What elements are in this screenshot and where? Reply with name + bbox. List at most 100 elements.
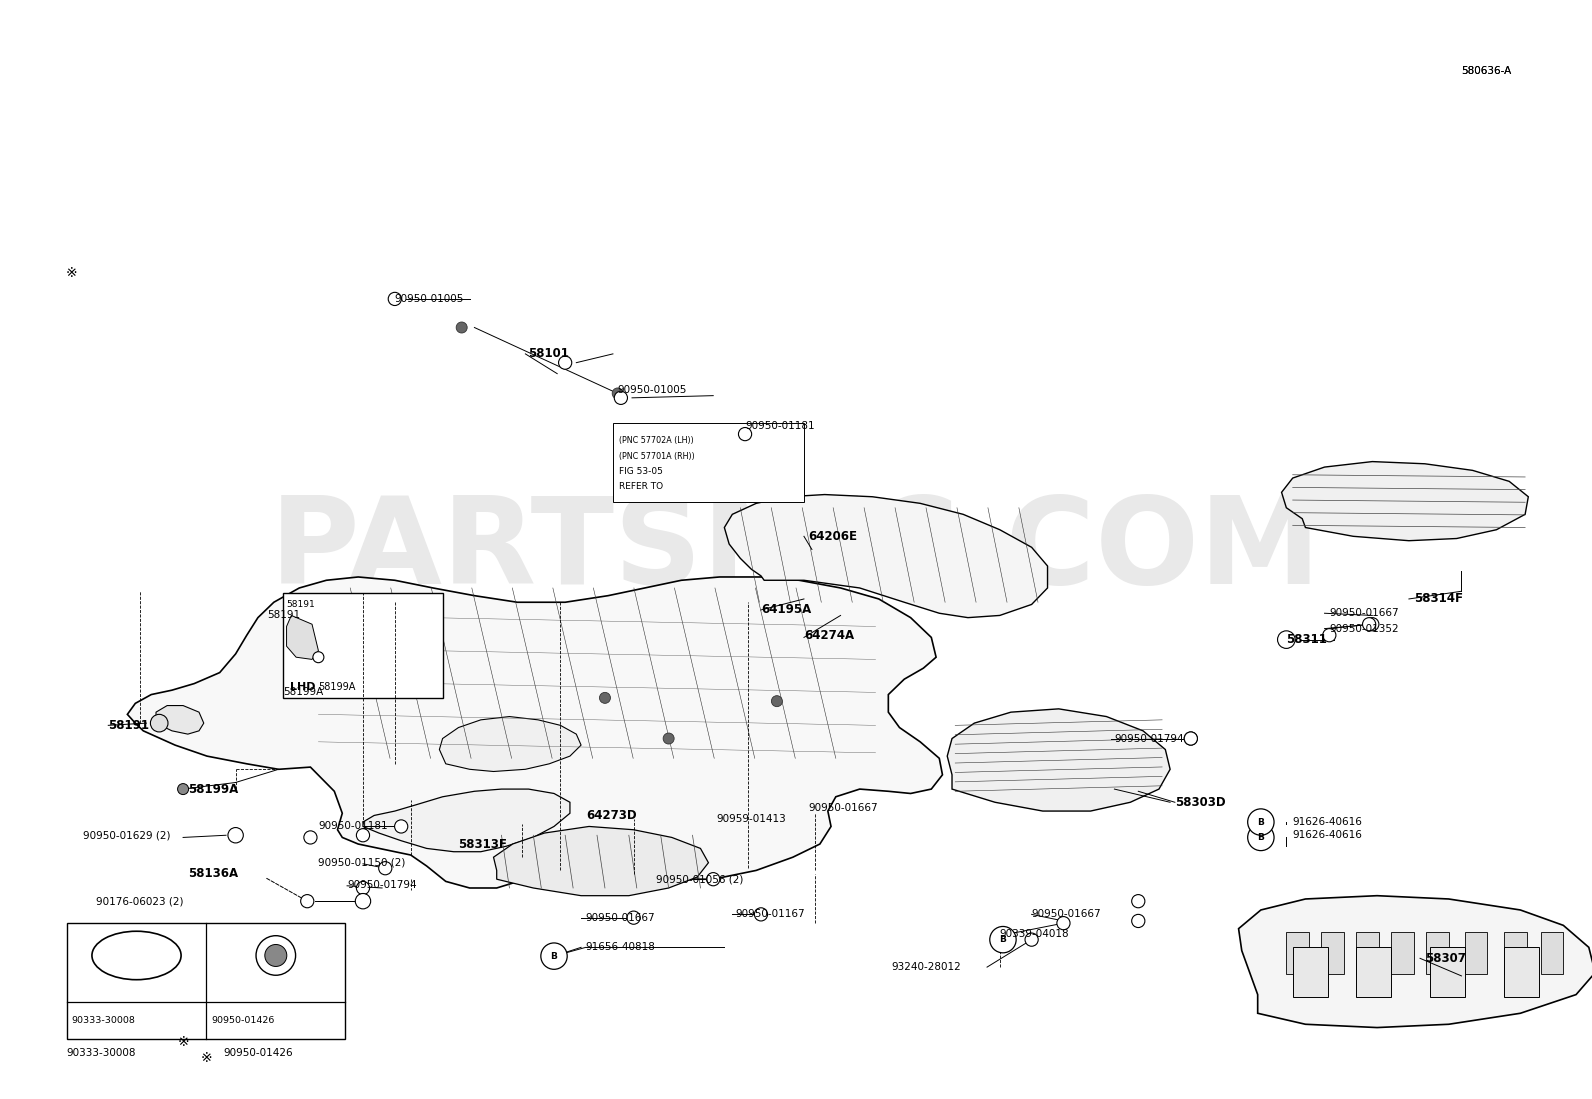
Circle shape — [256, 935, 296, 975]
Circle shape — [739, 428, 751, 441]
Text: 90950-01667: 90950-01667 — [809, 802, 879, 813]
Text: 58313F: 58313F — [458, 837, 508, 851]
Ellipse shape — [92, 931, 181, 979]
Circle shape — [1132, 895, 1145, 908]
Text: 90950-01794: 90950-01794 — [1114, 733, 1184, 744]
Bar — [1504, 932, 1527, 974]
Text: (PNC 57702A (LH)): (PNC 57702A (LH)) — [619, 436, 694, 445]
Circle shape — [1184, 732, 1197, 745]
Text: ※: ※ — [65, 266, 78, 279]
Text: 58311: 58311 — [1286, 633, 1328, 646]
Text: 58191: 58191 — [287, 600, 315, 609]
Bar — [283, 593, 443, 698]
Text: 90950-01667: 90950-01667 — [1329, 608, 1399, 619]
Text: 580636-A: 580636-A — [1461, 66, 1512, 77]
Text: 58191: 58191 — [108, 719, 150, 732]
Text: 90950-01352: 90950-01352 — [1329, 623, 1399, 634]
Polygon shape — [439, 717, 581, 771]
Text: 64206E: 64206E — [809, 530, 858, 543]
Polygon shape — [1239, 896, 1592, 1028]
Bar — [1465, 932, 1487, 974]
Text: 90950-01667: 90950-01667 — [586, 912, 656, 923]
Bar — [1391, 932, 1414, 974]
Circle shape — [355, 893, 371, 909]
Circle shape — [990, 926, 1016, 953]
Bar — [1286, 932, 1309, 974]
Text: 91626-40616: 91626-40616 — [1293, 817, 1363, 828]
Polygon shape — [724, 495, 1048, 618]
Polygon shape — [494, 826, 708, 896]
Circle shape — [664, 733, 673, 744]
Text: 58191: 58191 — [267, 610, 301, 621]
Text: 90950-01629 (2): 90950-01629 (2) — [83, 830, 170, 841]
Polygon shape — [947, 709, 1170, 811]
Circle shape — [1025, 933, 1038, 946]
Text: 90950-01181: 90950-01181 — [318, 821, 388, 832]
Text: 64273D: 64273D — [586, 809, 637, 822]
Circle shape — [1248, 809, 1274, 835]
Circle shape — [627, 911, 640, 924]
Text: 93240-28012: 93240-28012 — [892, 962, 962, 973]
Circle shape — [1184, 732, 1197, 745]
Bar — [613, 423, 804, 502]
Text: ※: ※ — [201, 1052, 212, 1065]
Text: 58199A: 58199A — [318, 681, 355, 692]
Text: 90950-01426: 90950-01426 — [223, 1047, 293, 1058]
Text: 90950-01794: 90950-01794 — [347, 879, 417, 890]
Bar — [1356, 947, 1391, 997]
Text: 90959-01413: 90959-01413 — [716, 813, 786, 824]
Text: 90176-06023 (2): 90176-06023 (2) — [96, 896, 183, 907]
Bar — [1541, 932, 1563, 974]
Text: 58303D: 58303D — [1175, 796, 1226, 809]
Text: 58101: 58101 — [529, 347, 570, 360]
Circle shape — [772, 696, 782, 707]
Bar — [1430, 947, 1465, 997]
Circle shape — [1366, 618, 1379, 631]
Bar — [1504, 947, 1539, 997]
Text: 90950-01005: 90950-01005 — [618, 385, 688, 396]
Circle shape — [548, 950, 560, 963]
Text: PARTSMIC.COM: PARTSMIC.COM — [271, 491, 1321, 609]
Bar — [1426, 932, 1449, 974]
Circle shape — [1363, 618, 1375, 631]
Circle shape — [357, 829, 369, 842]
Circle shape — [395, 820, 408, 833]
Bar — [1293, 947, 1328, 997]
Circle shape — [264, 944, 287, 966]
Text: 64274A: 64274A — [804, 629, 853, 642]
Circle shape — [228, 828, 244, 843]
Text: 90950-01056 (2): 90950-01056 (2) — [656, 874, 743, 885]
Circle shape — [379, 862, 392, 875]
Text: 58314F: 58314F — [1414, 592, 1463, 606]
Text: B: B — [1258, 818, 1264, 826]
Circle shape — [178, 784, 188, 795]
Text: 58199A: 58199A — [283, 687, 323, 698]
Text: B: B — [1258, 833, 1264, 842]
Circle shape — [1248, 824, 1274, 851]
Text: 90950-01167: 90950-01167 — [736, 909, 806, 920]
Circle shape — [755, 908, 767, 921]
Circle shape — [1132, 914, 1145, 928]
Text: LHD: LHD — [290, 681, 315, 692]
Circle shape — [1277, 631, 1296, 648]
Text: 58136A: 58136A — [188, 867, 237, 880]
Text: 90333-30008: 90333-30008 — [67, 1047, 137, 1058]
Circle shape — [304, 831, 317, 844]
Text: 58307: 58307 — [1425, 952, 1466, 965]
Circle shape — [1323, 629, 1336, 642]
Polygon shape — [127, 577, 942, 888]
Bar — [1356, 932, 1379, 974]
Text: 64195A: 64195A — [761, 603, 812, 617]
Circle shape — [613, 388, 622, 399]
Text: 90950-01005: 90950-01005 — [395, 293, 465, 304]
Text: 90950-01426: 90950-01426 — [210, 1015, 274, 1024]
Circle shape — [559, 356, 572, 369]
Text: 91656-40818: 91656-40818 — [586, 942, 656, 953]
Circle shape — [388, 292, 401, 306]
Text: 58199A: 58199A — [188, 782, 239, 796]
Circle shape — [301, 895, 314, 908]
Text: 90950-01181: 90950-01181 — [745, 421, 815, 432]
Text: ※: ※ — [177, 1035, 189, 1048]
Circle shape — [150, 714, 169, 732]
Polygon shape — [287, 615, 318, 659]
